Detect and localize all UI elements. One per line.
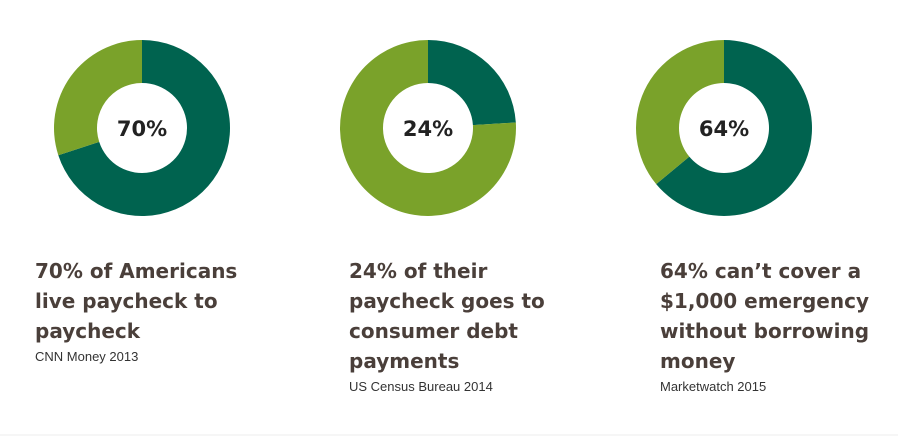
caption-line: consumer debt [349,319,518,343]
donut-segment [636,40,724,185]
caption-line: 64% can’t cover a [660,259,861,283]
source: US Census Bureau 2014 [349,379,493,394]
caption-line: paycheck [35,319,141,343]
caption-line: 24% of their [349,259,487,283]
donut-segment [428,40,516,126]
center-label: 24% [403,117,453,141]
source: Marketwatch 2015 [660,379,766,394]
caption-line: live paycheck to [35,289,218,313]
caption-line: payments [349,349,459,373]
caption-line: 70% of Americans [35,259,237,283]
donut-segment [53,40,143,156]
center-label: 70% [117,117,167,141]
caption-line: paycheck goes to [349,289,545,313]
donut-segment [58,40,230,216]
caption-line: money [660,349,735,373]
source: CNN Money 2013 [35,349,138,364]
caption-line: without borrowing [660,319,869,343]
donut-segment [656,40,812,216]
center-label: 64% [699,117,749,141]
donut-segment [340,40,516,217]
caption-line: $1,000 emergency [660,289,869,313]
